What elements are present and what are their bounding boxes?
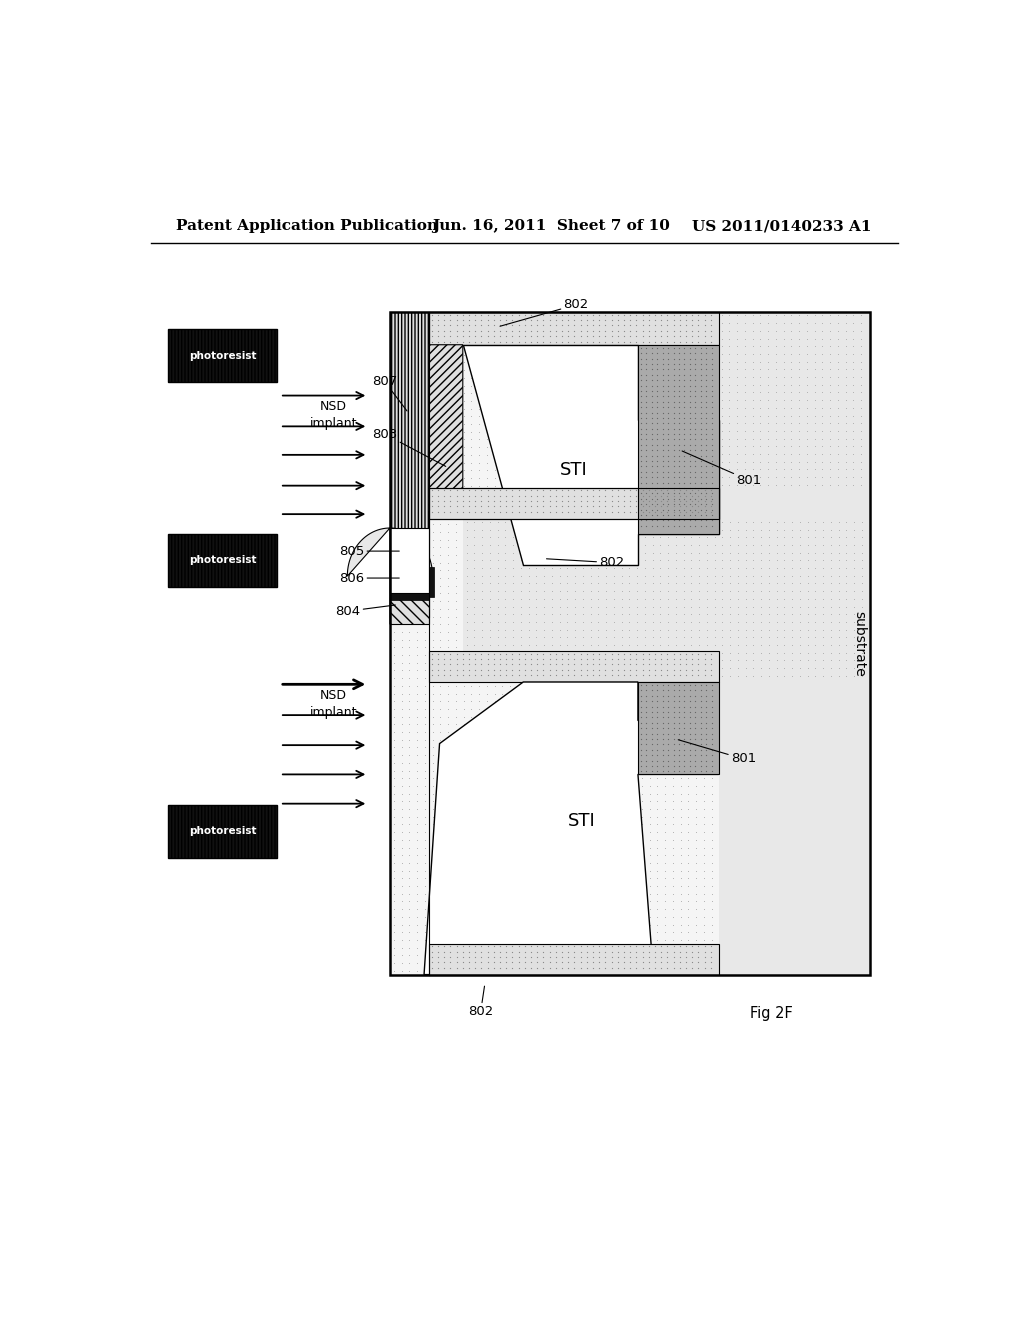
- Bar: [429, 566, 434, 598]
- Text: 802: 802: [547, 556, 625, 569]
- Text: photoresist: photoresist: [188, 556, 256, 565]
- Bar: [429, 488, 719, 519]
- Bar: [429, 651, 719, 682]
- Bar: [719, 345, 870, 565]
- Text: 802: 802: [468, 986, 494, 1019]
- Text: 805: 805: [339, 545, 399, 557]
- Text: 807: 807: [372, 375, 407, 411]
- Bar: [390, 313, 429, 616]
- Text: implant: implant: [309, 417, 357, 430]
- Bar: [168, 330, 276, 381]
- Text: STI: STI: [567, 812, 595, 829]
- Text: US 2011/0140233 A1: US 2011/0140233 A1: [692, 219, 871, 234]
- Bar: [168, 805, 276, 858]
- Text: 804: 804: [336, 605, 395, 618]
- Text: Jun. 16, 2011  Sheet 7 of 10: Jun. 16, 2011 Sheet 7 of 10: [432, 219, 670, 234]
- Text: 801: 801: [682, 451, 762, 487]
- Text: NSD: NSD: [319, 400, 347, 413]
- Bar: [638, 345, 719, 535]
- Polygon shape: [347, 528, 432, 624]
- Text: 801: 801: [678, 739, 756, 766]
- Bar: [463, 519, 870, 682]
- Text: Patent Application Publication: Patent Application Publication: [176, 219, 438, 234]
- Text: NSD: NSD: [319, 689, 347, 702]
- Text: 802: 802: [500, 298, 589, 326]
- Bar: [168, 535, 276, 587]
- Polygon shape: [429, 345, 463, 511]
- Text: substrate: substrate: [852, 611, 866, 676]
- Bar: [390, 313, 870, 974]
- Bar: [429, 944, 719, 974]
- Polygon shape: [463, 345, 719, 565]
- Text: Fig 2F: Fig 2F: [750, 1006, 793, 1020]
- Bar: [719, 313, 870, 488]
- Bar: [390, 594, 429, 599]
- Bar: [429, 488, 719, 519]
- Bar: [390, 313, 870, 974]
- Text: photoresist: photoresist: [188, 351, 256, 360]
- Bar: [719, 682, 870, 974]
- Bar: [390, 597, 429, 624]
- Text: 806: 806: [339, 572, 399, 585]
- Text: implant: implant: [309, 706, 357, 719]
- Bar: [390, 528, 429, 594]
- Text: photoresist: photoresist: [188, 826, 256, 837]
- Text: STI: STI: [560, 461, 588, 479]
- Polygon shape: [424, 682, 719, 974]
- Bar: [638, 682, 719, 775]
- Text: 803: 803: [372, 428, 445, 466]
- Bar: [429, 313, 719, 345]
